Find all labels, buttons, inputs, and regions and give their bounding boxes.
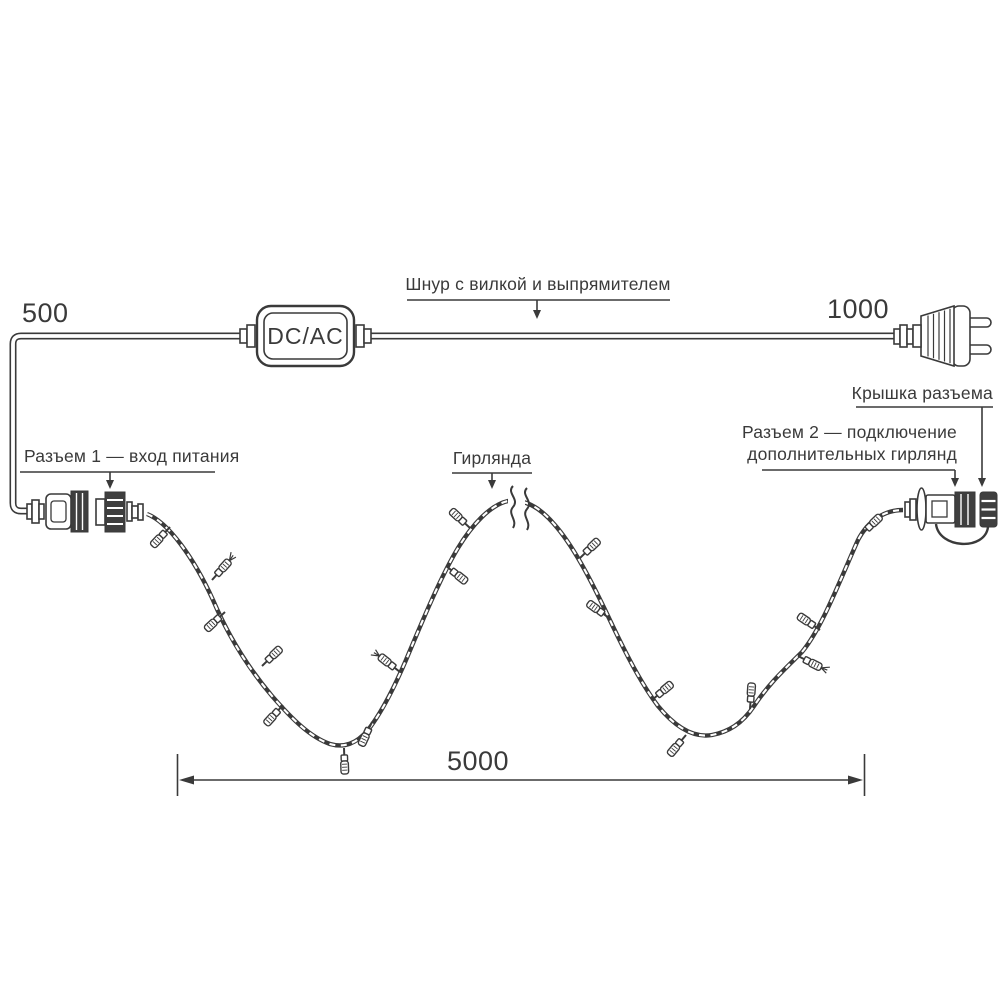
dim-500-label: 500 <box>22 298 69 328</box>
connector2-label-line1: Разъем 2 — подключение <box>742 422 957 442</box>
leader-cord <box>407 299 670 319</box>
led-bulb <box>665 731 690 759</box>
garland-leds <box>148 506 885 776</box>
leader-connector1 <box>20 471 215 489</box>
led-bulb <box>447 506 474 532</box>
led-bulb <box>339 746 350 776</box>
led-bulb <box>648 679 676 704</box>
dcac-left-fitting2 <box>246 324 256 348</box>
leader-garland <box>452 472 532 489</box>
led-bulb <box>576 536 603 562</box>
dcac-right-fitting <box>363 328 372 344</box>
connector2-ribbed <box>954 491 976 528</box>
dcac-left-fitting <box>239 328 248 344</box>
connector-2 <box>904 487 990 546</box>
plug-grip <box>920 304 955 368</box>
led-bulb <box>858 512 885 538</box>
led-bulb <box>442 562 470 587</box>
led-bulb-sprout <box>209 552 238 582</box>
dimension-5000 <box>176 754 866 796</box>
leader-cap <box>856 406 993 487</box>
connector1-label: Разъем 1 — вход питания <box>24 446 239 466</box>
dim-5000-label: 5000 <box>447 746 509 776</box>
led-bulb <box>148 523 174 550</box>
garland-wire <box>146 498 904 748</box>
connector-cap <box>979 491 998 528</box>
led-bulb <box>258 644 285 670</box>
dcac-converter-box: DC/AC <box>239 304 372 368</box>
garland-label: Гирлянда <box>453 448 531 468</box>
power-cord <box>9 332 896 515</box>
plug-strain-relief <box>893 324 922 348</box>
cap-strap <box>934 523 990 546</box>
plug-grip-ribs <box>927 308 951 364</box>
connector-1 <box>26 490 144 533</box>
dim-1000-label: 1000 <box>827 294 889 324</box>
connector2-label-line2: дополнительных гирлянд <box>747 444 957 464</box>
connector1-ribbed-cap <box>70 490 89 533</box>
power-plug <box>893 304 992 368</box>
connector1-socket <box>104 491 126 533</box>
cap-label: Крышка разъема <box>852 383 993 403</box>
dcac-right-fitting2 <box>355 324 365 348</box>
break-symbol <box>508 485 530 531</box>
dcac-label: DC/AC <box>267 323 344 349</box>
cord-label: Шнур с вилкой и выпрямителем <box>405 274 670 294</box>
led-bulb <box>261 701 287 728</box>
led-bulb-sprout <box>371 648 403 675</box>
leader-connector2 <box>762 469 959 487</box>
